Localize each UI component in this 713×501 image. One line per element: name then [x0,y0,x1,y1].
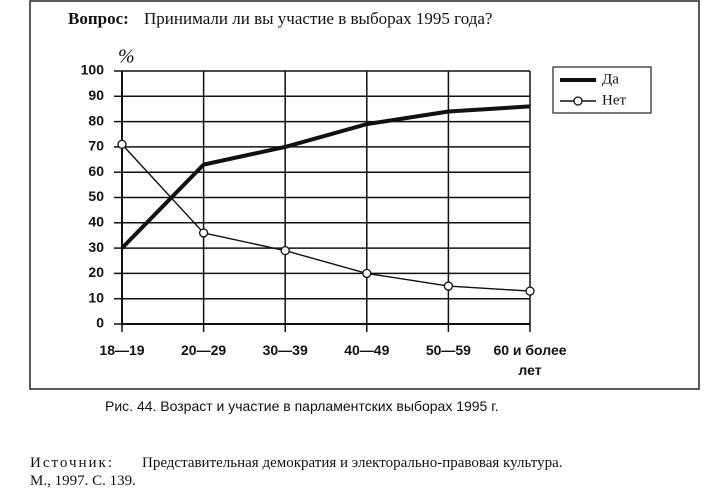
y-tick-label: 50 [88,188,104,204]
x-tick-label: 20—29 [181,342,227,358]
caption: Рис. 44. Возраст и участие в парламентск… [105,398,499,414]
x-tick-label: 40—49 [344,342,390,358]
source: Представительная демократия и электораль… [142,455,563,471]
point [443,281,454,291]
legend-label: Нет [602,92,626,108]
x-tick-label: 30—39 [262,342,308,358]
x-tick-label: 18—19 [99,342,145,358]
y-tick-label: 90 [88,87,104,103]
x-tick-label: 60 и более лет [493,342,567,378]
title-label: Вопрос: [68,9,129,28]
source-line2: М., 1997. С. 139. [30,473,136,489]
y-tick-label: 70 [88,138,104,154]
y-tick-label: 20 [88,264,104,280]
y-tick-label: 60 [88,163,104,179]
series-line [120,104,531,250]
y-tick-label: 10 [88,289,104,305]
y-tick-label: 30 [88,239,104,255]
chart-title: Принимали ли вы участие в выборах 1995 г… [144,9,492,28]
y-tick-label: 80 [88,112,104,128]
frame [29,0,700,390]
series-line [121,143,531,292]
point [525,286,535,296]
legend-marker [573,96,583,106]
x-tick-label: 50—59 [425,342,471,358]
point [198,228,209,238]
legend-label: Да [602,71,619,87]
y-tick-label: 40 [88,214,104,230]
point [280,245,290,256]
legend [552,66,652,114]
source-label: Источник: [30,455,115,471]
point [362,268,372,279]
y-tick-label: 100 [81,62,105,78]
y-tick-label: 0 [96,315,104,331]
y-axis-label: % [118,46,135,68]
point [117,139,127,150]
